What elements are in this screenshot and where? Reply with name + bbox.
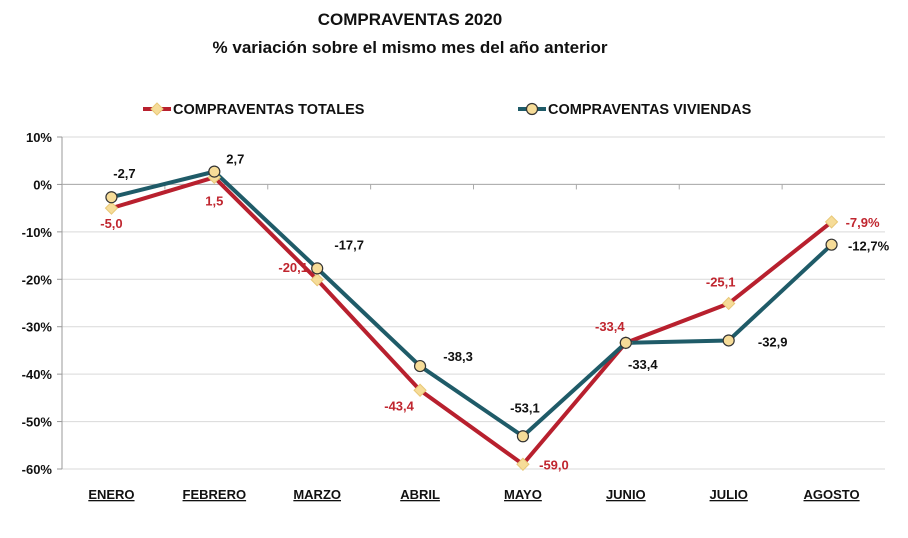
- circle-marker: [525, 102, 539, 116]
- data-label: -32,9: [758, 334, 788, 349]
- y-tick-label: -10%: [22, 225, 53, 240]
- circle-marker: [413, 359, 427, 373]
- x-tick-label: AGOSTO: [804, 487, 860, 502]
- circle-marker: [105, 191, 118, 204]
- series-line-viviendas: [110, 169, 833, 439]
- data-label: -38,3: [443, 349, 473, 364]
- circle-marker: [619, 336, 632, 349]
- diamond-marker: [721, 296, 736, 311]
- chart-subtitle: % variación sobre el mismo mes del año a…: [213, 38, 608, 57]
- diamond-marker: [824, 215, 839, 229]
- data-label: -43,4: [384, 398, 414, 413]
- data-label: -33,4: [595, 319, 625, 334]
- y-tick-label: -30%: [22, 320, 53, 335]
- data-label: -33,4: [628, 357, 658, 372]
- data-label: -12,7%: [848, 239, 890, 254]
- series-group: [104, 165, 839, 471]
- chart-title: COMPRAVENTAS 2020: [318, 10, 503, 29]
- data-label: 2,7: [226, 152, 244, 167]
- data-label: -17,7: [334, 237, 364, 252]
- axes: 10% 0% -10% -20% -30% -40% -50% -60% ENERO FEBRER…: [22, 130, 885, 502]
- y-tick-label: -50%: [22, 415, 53, 430]
- data-label: -7,9%: [846, 215, 880, 230]
- x-tick-label: JUNIO: [606, 487, 646, 502]
- data-label: -5,0: [100, 216, 122, 231]
- data-label: -25,1: [706, 274, 736, 289]
- y-tick-label: -20%: [22, 272, 53, 287]
- data-label: -2,7: [113, 166, 135, 181]
- x-tick-label: ABRIL: [400, 487, 440, 502]
- circle-marker: [825, 238, 838, 251]
- y-tick-label: -40%: [22, 367, 53, 382]
- data-label: -59,0: [539, 457, 569, 472]
- circle-marker: [208, 165, 221, 178]
- legend-label: COMPRAVENTAS TOTALES: [173, 102, 365, 118]
- diamond-marker: [516, 457, 530, 471]
- x-tick-label: MAYO: [504, 487, 542, 502]
- x-tick-label: MARZO: [293, 487, 341, 502]
- circle-marker: [516, 430, 530, 443]
- diamond-marker: [150, 102, 164, 116]
- data-label: -53,1: [510, 400, 540, 415]
- legend-label: COMPRAVENTAS VIVIENDAS: [548, 102, 752, 118]
- diamond-marker: [310, 273, 324, 287]
- data-label: -20,1: [278, 260, 308, 275]
- diamond-marker: [413, 383, 427, 397]
- series-line-totales: [110, 175, 833, 467]
- data-label: 1,5: [205, 193, 223, 208]
- y-tick-label: 10%: [26, 130, 52, 145]
- circle-marker: [311, 262, 324, 275]
- x-tick-label: ENERO: [88, 487, 134, 502]
- data-labels: -5,0 1,5 -20,1 -43,4 -59,0 -33,4 -25,1 -7,9% -2,…: [100, 152, 889, 473]
- y-tick-label: 0%: [33, 177, 52, 192]
- x-tick-label: JULIO: [710, 487, 748, 502]
- y-tick-label: -60%: [22, 462, 53, 477]
- diamond-marker: [104, 201, 119, 215]
- x-tick-label: FEBRERO: [183, 487, 247, 502]
- circle-marker: [722, 334, 735, 347]
- legend: COMPRAVENTAS TOTALES COMPRAVENTAS VIVIEND…: [143, 102, 752, 118]
